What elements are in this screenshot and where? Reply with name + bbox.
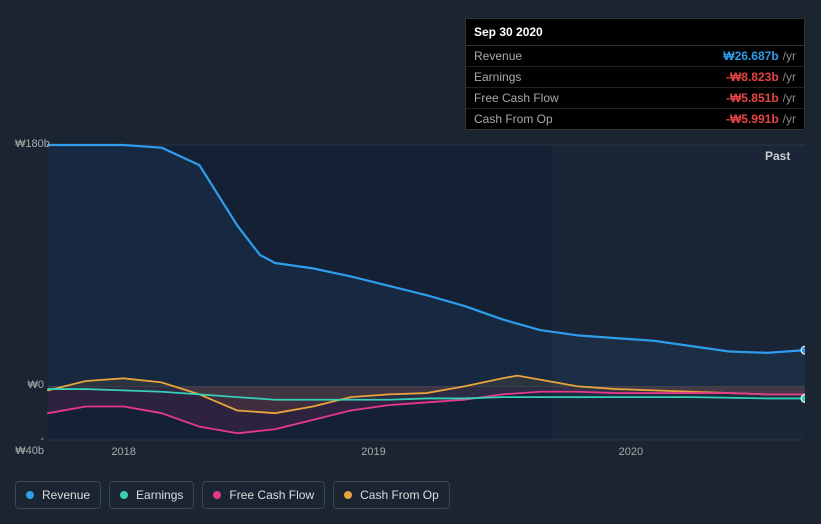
chart-svg: [15, 120, 805, 460]
tooltip-row-suffix: /yr: [783, 70, 796, 84]
financial-chart: ₩180b ₩0 -₩40b 2018 2019 2020 Past: [15, 120, 805, 460]
legend-item-cash-from-op[interactable]: Cash From Op: [333, 481, 450, 509]
legend-item-free-cash-flow[interactable]: Free Cash Flow: [202, 481, 325, 509]
x-axis-tick: 2020: [611, 446, 651, 458]
tooltip-row-value: ₩26.687b: [723, 49, 778, 63]
y-axis-tick: ₩180b: [15, 138, 44, 150]
x-axis-tick: 2019: [354, 446, 394, 458]
data-tooltip: Sep 30 2020 Revenue₩26.687b/yrEarnings-₩…: [465, 18, 805, 130]
legend-label: Free Cash Flow: [229, 488, 314, 502]
legend-label: Cash From Op: [360, 488, 439, 502]
x-axis-tick: 2018: [104, 446, 144, 458]
legend-swatch: [120, 491, 128, 499]
y-axis-tick: ₩0: [15, 379, 44, 391]
legend-label: Revenue: [42, 488, 90, 502]
legend-item-earnings[interactable]: Earnings: [109, 481, 194, 509]
tooltip-rows: Revenue₩26.687b/yrEarnings-₩8.823b/yrFre…: [466, 46, 804, 129]
tooltip-row: Earnings-₩8.823b/yr: [466, 67, 804, 88]
past-label: Past: [765, 149, 790, 163]
tooltip-row-label: Free Cash Flow: [474, 91, 726, 105]
tooltip-row: Revenue₩26.687b/yr: [466, 46, 804, 67]
y-axis-tick: -₩40b: [15, 433, 44, 457]
tooltip-row-suffix: /yr: [783, 91, 796, 105]
legend-swatch: [344, 491, 352, 499]
legend-item-revenue[interactable]: Revenue: [15, 481, 101, 509]
tooltip-row: Free Cash Flow-₩5.851b/yr: [466, 88, 804, 109]
tooltip-row-label: Revenue: [474, 49, 723, 63]
legend-swatch: [26, 491, 34, 499]
chart-legend: Revenue Earnings Free Cash Flow Cash From O…: [15, 481, 450, 509]
tooltip-date: Sep 30 2020: [466, 19, 804, 46]
tooltip-row-value: -₩5.851b: [726, 91, 779, 105]
tooltip-row-value: -₩8.823b: [726, 70, 779, 84]
tooltip-row-suffix: /yr: [783, 49, 796, 63]
legend-label: Earnings: [136, 488, 183, 502]
tooltip-row-label: Earnings: [474, 70, 726, 84]
legend-swatch: [213, 491, 221, 499]
